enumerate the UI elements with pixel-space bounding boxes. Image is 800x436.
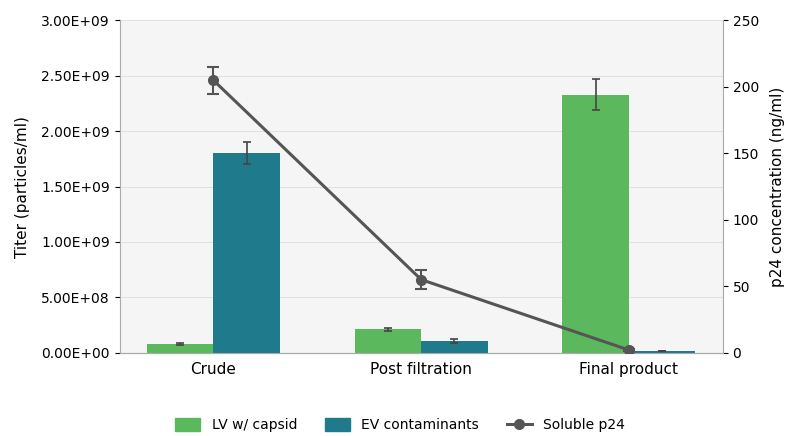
Bar — [421, 341, 488, 353]
Soluble p24 — [209, 78, 218, 83]
Bar — [354, 330, 421, 353]
Bar — [629, 351, 695, 353]
Soluble p24 — [624, 347, 634, 353]
Y-axis label: p24 concentration (ng/ml): p24 concentration (ng/ml) — [770, 86, 785, 287]
Legend: LV w/ capsid, EV contaminants, Soluble p24: LV w/ capsid, EV contaminants, Soluble p… — [170, 412, 630, 436]
Line: Soluble p24: Soluble p24 — [209, 75, 634, 355]
Bar — [562, 95, 629, 353]
Soluble p24 — [416, 277, 426, 282]
Bar — [214, 153, 280, 353]
Bar — [147, 344, 214, 353]
Y-axis label: Titer (particles/ml): Titer (particles/ml) — [15, 116, 30, 258]
